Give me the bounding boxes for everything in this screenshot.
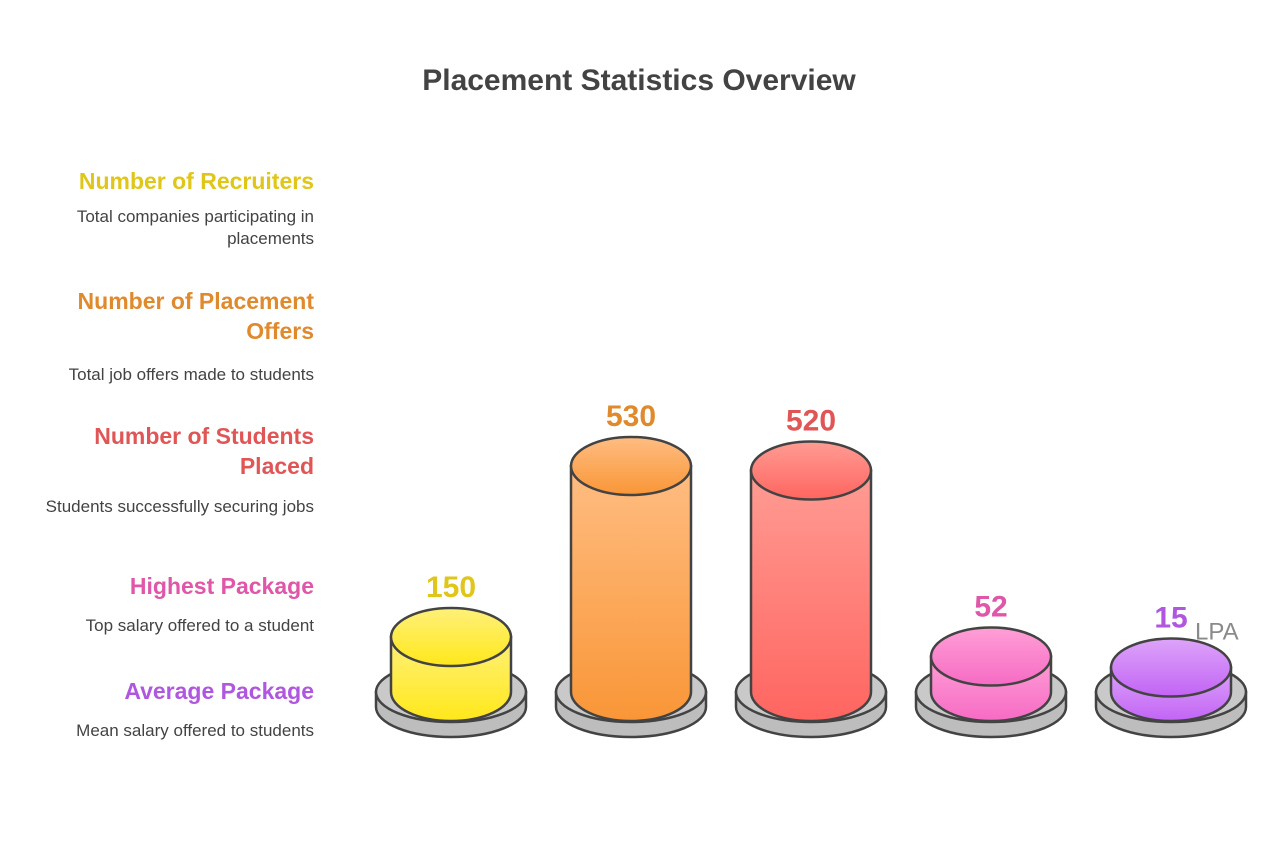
legend-title: Average Package: [124, 678, 314, 704]
legend-item-recruiters: Number of Recruiters Total companies par…: [20, 166, 314, 250]
bar-body: [569, 464, 693, 723]
legend-title: Highest Package: [129, 573, 314, 599]
data-label: 520: [786, 405, 836, 438]
bar-recruiters: [374, 606, 528, 739]
legend-item-placed: Number of Students Placed Students succe…: [20, 421, 314, 518]
legend-description: Students successfully securing jobs: [45, 497, 314, 516]
legend-description: Top salary offered to a student: [85, 616, 314, 635]
bar-offers: [554, 435, 708, 739]
bar-top: [749, 440, 873, 501]
legend-title: Number of Students Placed: [94, 423, 314, 479]
chart-title: Placement Statistics Overview: [422, 64, 856, 97]
bar-top: [389, 606, 513, 668]
legend-description: Total job offers made to students: [68, 365, 314, 384]
data-label: 52: [974, 591, 1007, 624]
legend-description: Mean salary offered to students: [76, 721, 314, 740]
bar-body: [749, 469, 873, 723]
legend-title: Number of Placement Offers: [77, 288, 314, 344]
bar-top: [569, 435, 693, 497]
legend-item-highest: Highest Package Top salary offered to a …: [20, 571, 314, 637]
bar-top: [1109, 637, 1233, 698]
data-label: 15: [1154, 602, 1187, 635]
bar-average: [1094, 637, 1248, 739]
legend-item-offers: Number of Placement Offers Total job off…: [20, 286, 314, 386]
data-label: 530: [606, 400, 656, 433]
bar-placed: [734, 440, 888, 739]
unit-label: LPA: [1195, 619, 1239, 646]
legend-title: Number of Recruiters: [78, 168, 314, 194]
bar-highest: [914, 626, 1068, 739]
data-label: 150: [426, 571, 476, 604]
legend-description: Total companies participating in placeme…: [76, 207, 314, 248]
bar-top: [929, 626, 1053, 687]
legend-item-average: Average Package Mean salary offered to s…: [20, 676, 314, 742]
